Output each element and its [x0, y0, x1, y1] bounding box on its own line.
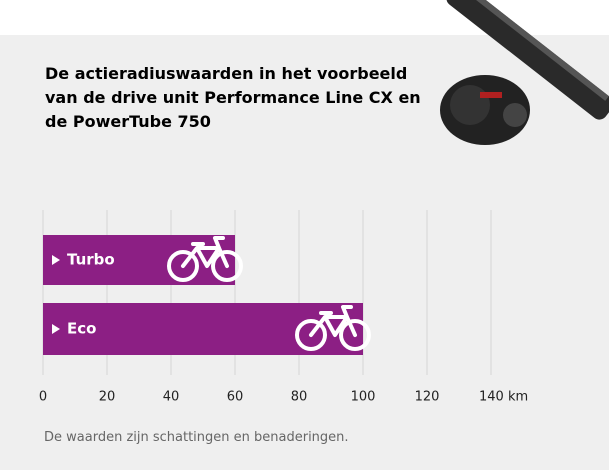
x-tick-label: 60 — [227, 390, 244, 405]
x-tick-label: 80 — [291, 390, 308, 405]
x-tick-label: 40 — [163, 390, 180, 405]
x-tick-label: 20 — [99, 390, 116, 405]
bar-label: Turbo — [67, 251, 115, 269]
x-tick-label: 0 — [39, 390, 47, 405]
product-image — [440, 0, 609, 145]
x-tick-label: 100 — [351, 390, 376, 405]
page: 0 20 40 60 80 100 120 140 km Turbo Eco De actiera… — [0, 0, 609, 470]
footnote: De waarden zijn schattingen en benaderin… — [44, 430, 349, 445]
chart-title: De actieradiuswaarden in het voorbeeld v… — [45, 62, 430, 134]
x-tick-label: 140 km — [479, 390, 528, 405]
x-tick-label: 120 — [415, 390, 440, 405]
bar-label: Eco — [67, 320, 96, 338]
